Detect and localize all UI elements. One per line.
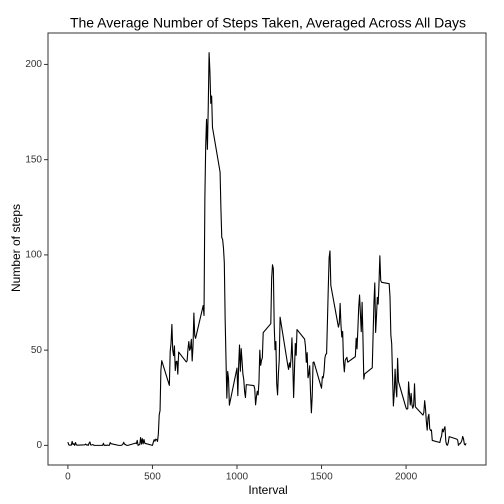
y-tick-label: 50 (31, 345, 43, 356)
x-tick-label: 2000 (395, 472, 418, 483)
x-axis-label: Interval (248, 483, 287, 497)
plot-panel (47, 32, 487, 466)
x-tick-label: 1000 (226, 472, 249, 483)
y-axis-label: Number of steps (9, 204, 23, 292)
x-tick-label: 500 (144, 472, 161, 483)
y-tick-label: 0 (36, 440, 42, 451)
line (67, 52, 467, 446)
y-tick-label: 100 (25, 250, 42, 261)
chart-title: The Average Number of Steps Taken, Avera… (70, 15, 466, 31)
y-tick-label: 200 (25, 59, 42, 70)
x-tick-label: 1500 (310, 472, 333, 483)
x-tick-label: 0 (65, 472, 71, 483)
y-tick-label: 150 (25, 154, 42, 165)
